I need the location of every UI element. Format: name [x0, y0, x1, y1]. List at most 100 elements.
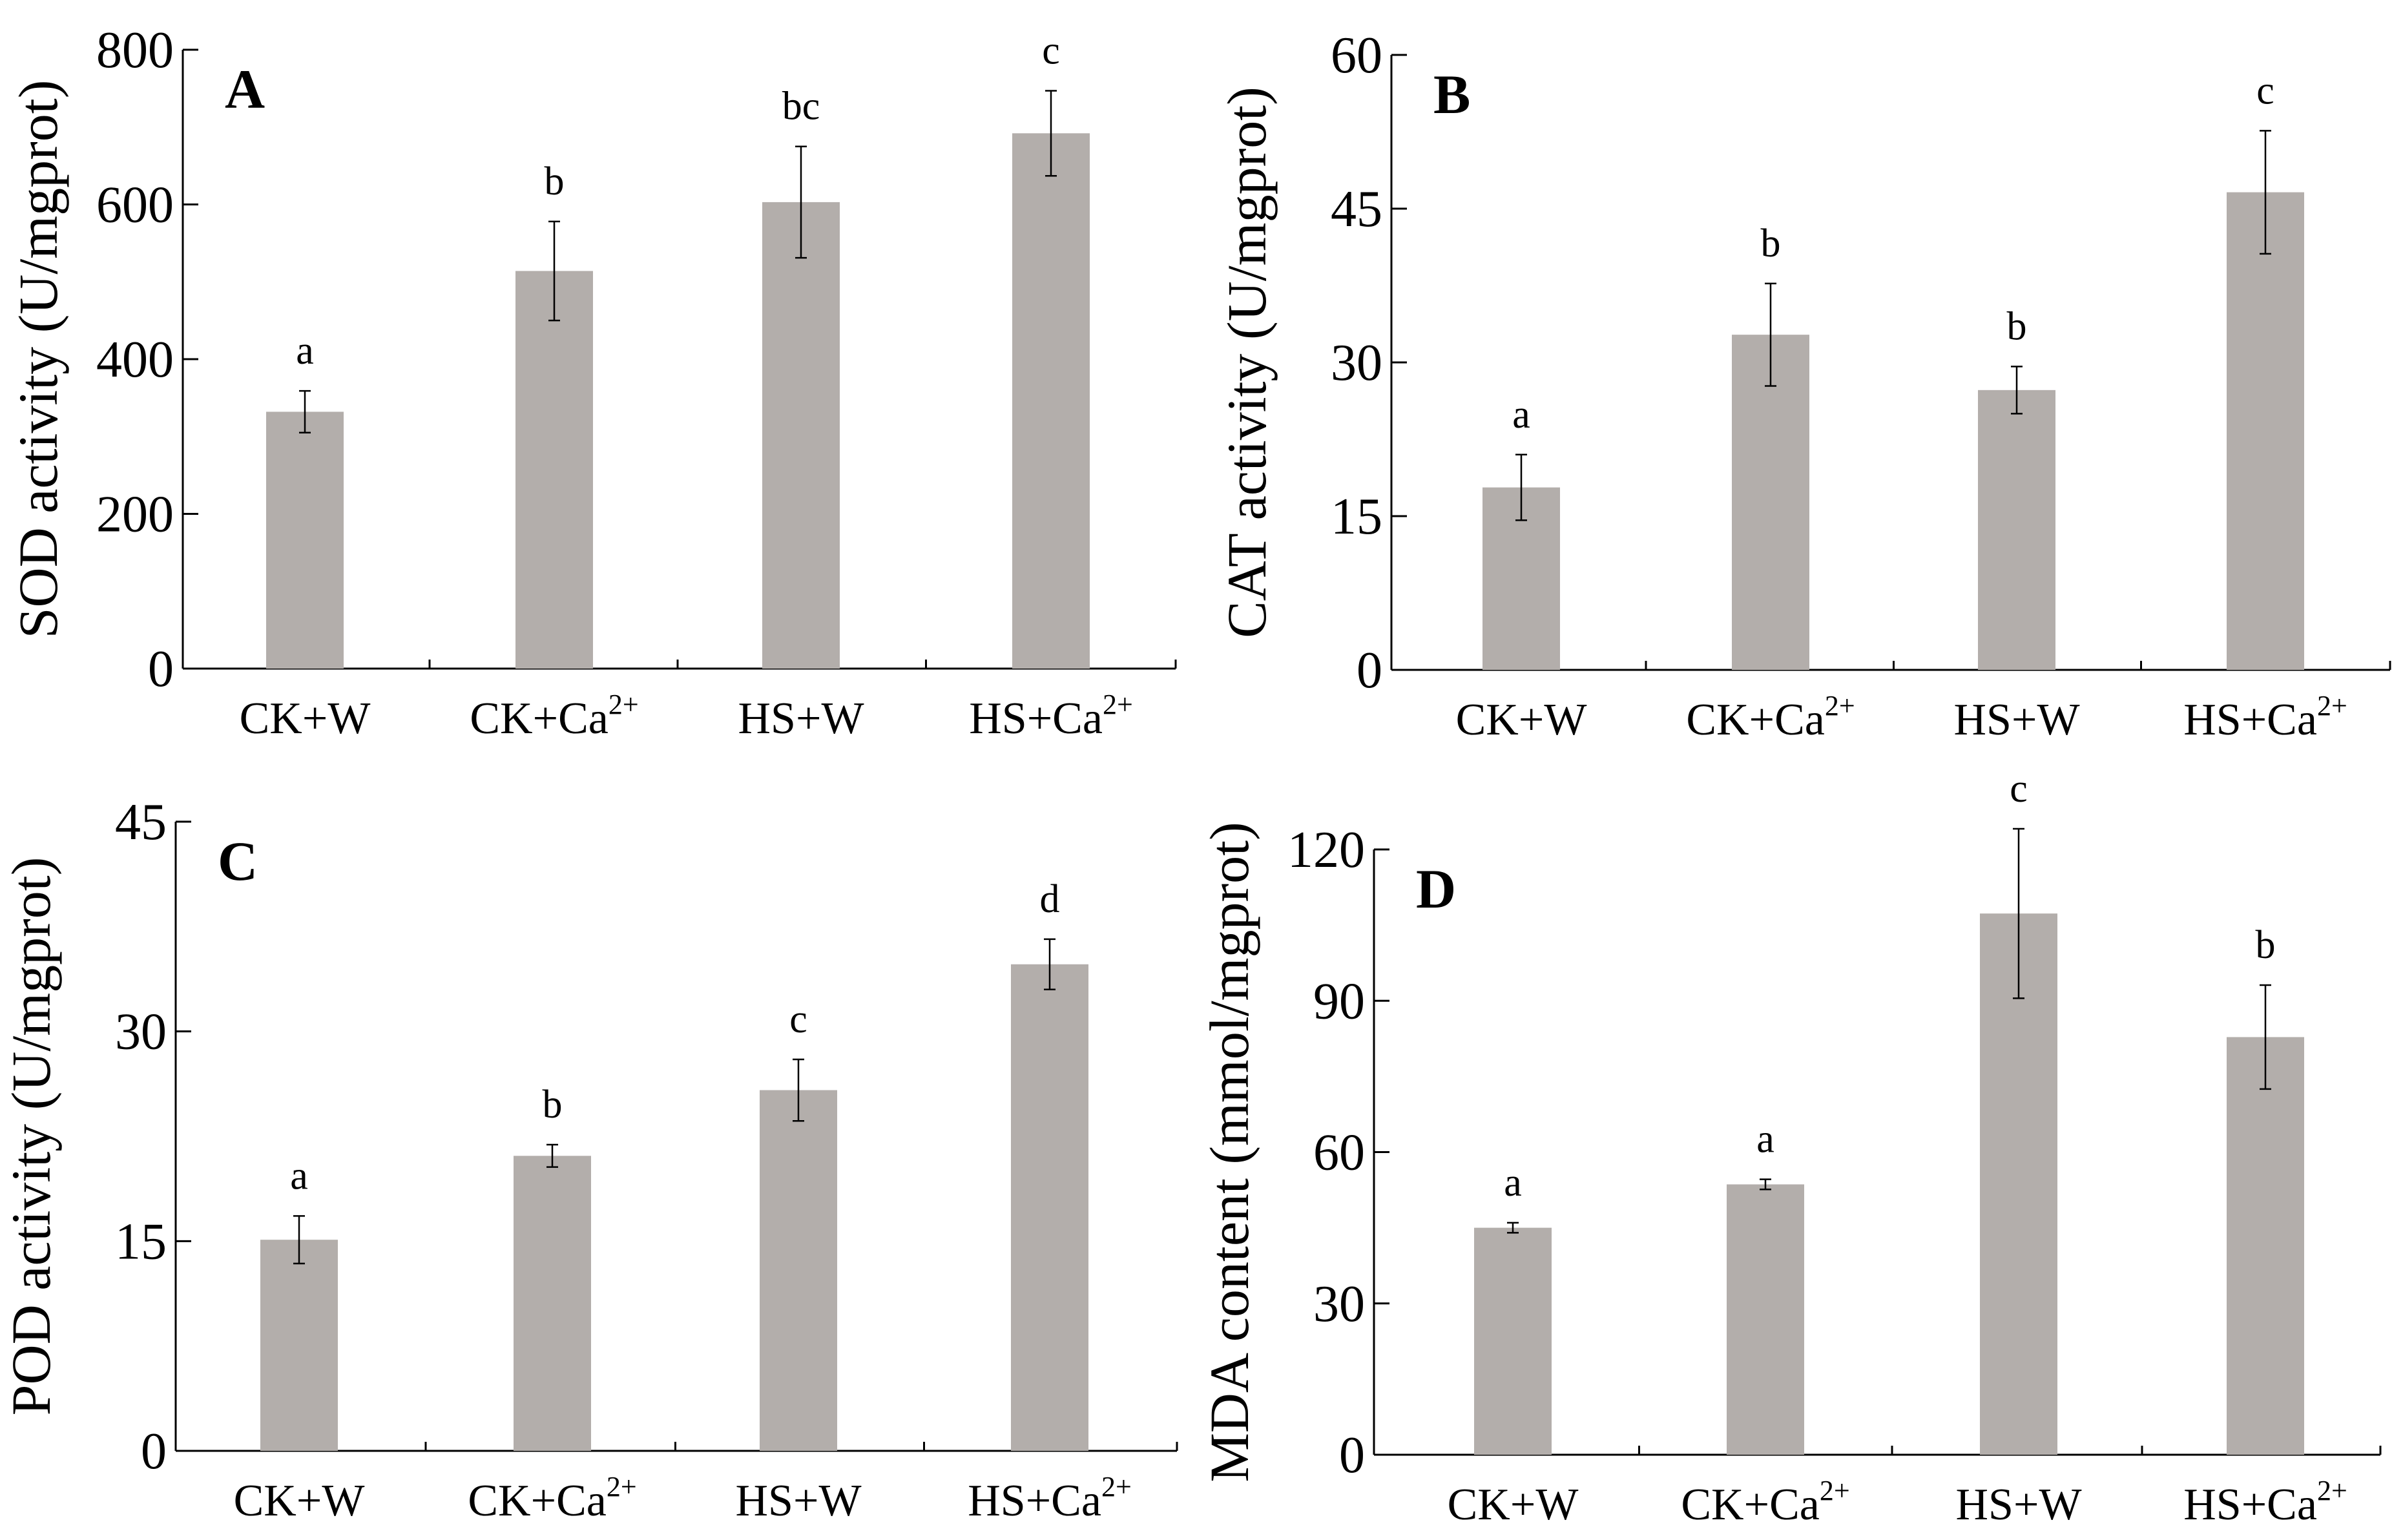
- bar-4: [1011, 964, 1088, 1451]
- y-axis-label: POD activity (U/mgprot): [0, 857, 62, 1416]
- x-tick-label-superscript: 2+: [1103, 689, 1133, 720]
- bar-2: [1732, 335, 1809, 670]
- x-tick-label-text: HS+W: [1955, 1480, 2081, 1530]
- significance-letter: a: [1756, 1118, 1774, 1161]
- x-tick-label: HS+Ca2+: [969, 689, 1133, 744]
- chart-panel-b: 0 15 30 45 60 CAT activity (U/mgprot) Ba CK+W b C…: [1216, 27, 2391, 745]
- y-tick-label: 90: [1313, 973, 1365, 1030]
- y-tick-label: 0: [1357, 642, 1382, 699]
- x-tick-label-text: CK+Ca: [470, 694, 608, 744]
- significance-letter: a: [296, 329, 314, 373]
- x-tick-label-text: CK+Ca: [1686, 695, 1824, 745]
- significance-letter: a: [1512, 393, 1530, 437]
- x-tick-label-text: HS+Ca: [2183, 695, 2317, 745]
- x-tick-label: HS+W: [735, 1476, 861, 1526]
- significance-letter: a: [290, 1154, 308, 1198]
- x-tick-label-text: CK+W: [1448, 1480, 1579, 1530]
- x-tick-label-text: HS+Ca: [968, 1476, 1101, 1526]
- significance-letter: c: [2010, 767, 2028, 811]
- x-tick-label-text: HS+W: [738, 694, 864, 744]
- y-tick-label: 200: [96, 486, 174, 543]
- y-axis-label: CAT activity (U/mgprot): [1216, 87, 1278, 638]
- x-tick-label-text: CK+Ca: [1681, 1480, 1819, 1530]
- x-tick-label: CK+Ca2+: [1681, 1475, 1849, 1530]
- y-tick-label: 600: [96, 177, 174, 234]
- bar-3: [1980, 913, 2057, 1455]
- significance-letter: b: [2256, 923, 2276, 967]
- x-tick-label-text: HS+Ca: [2183, 1480, 2317, 1530]
- bar-1: [266, 411, 344, 669]
- x-tick-label: CK+Ca2+: [470, 689, 638, 744]
- bar-2: [515, 271, 593, 669]
- y-tick-label: 120: [1287, 822, 1365, 879]
- panel-label: C: [218, 830, 258, 892]
- x-tick-label-superscript: 2+: [1101, 1471, 1132, 1503]
- bar-3: [760, 1090, 837, 1451]
- y-tick-label: 45: [115, 794, 167, 851]
- y-tick-label: 45: [1331, 181, 1382, 238]
- x-tick-label: CK+W: [1448, 1480, 1579, 1530]
- y-tick-label: 0: [141, 1423, 167, 1480]
- x-tick-label: HS+Ca2+: [968, 1471, 1132, 1526]
- y-tick-label: 0: [1339, 1427, 1365, 1484]
- significance-letter: c: [1042, 28, 1060, 72]
- x-tick-label: CK+W: [240, 694, 371, 744]
- x-tick-label-superscript: 2+: [2317, 1475, 2347, 1506]
- y-tick-label: 800: [96, 22, 174, 79]
- x-tick-label: CK+Ca2+: [468, 1471, 636, 1526]
- bar-3: [762, 202, 840, 669]
- y-axis-label: SOD activity (U/mgprot): [7, 80, 69, 639]
- y-tick-label: 0: [148, 641, 174, 698]
- significance-letter: d: [1040, 877, 1060, 921]
- significance-letter: b: [543, 1083, 563, 1127]
- bar-4: [1012, 133, 1090, 669]
- chart-panel-c: 0 15 30 45 POD activity (U/mgprot) Ca CK+W b CK+…: [0, 794, 1178, 1526]
- significance-letter: c: [2256, 68, 2274, 112]
- y-tick-label: 400: [96, 331, 174, 388]
- x-tick-label-superscript: 2+: [1825, 690, 1855, 722]
- x-tick-label-text: HS+W: [735, 1476, 861, 1526]
- x-tick-label: CK+Ca2+: [1686, 690, 1855, 745]
- x-tick-label: HS+W: [1955, 1480, 2081, 1530]
- x-tick-label-text: CK+W: [234, 1476, 365, 1526]
- x-tick-label-text: HS+W: [1953, 695, 2079, 745]
- bar-1: [1474, 1227, 1552, 1455]
- x-tick-label-superscript: 2+: [609, 689, 639, 720]
- chart-panel-d: 0 30 60 90 120 MDA content (mmol/mgprot) Da CK+…: [1198, 767, 2382, 1530]
- significance-letter: b: [545, 160, 565, 203]
- bar-2: [1727, 1184, 1804, 1455]
- x-tick-label-text: CK+W: [1456, 695, 1587, 745]
- significance-letter: bc: [782, 85, 820, 129]
- x-tick-label: HS+W: [738, 694, 864, 744]
- x-tick-label-text: HS+Ca: [969, 694, 1103, 744]
- significance-letter: b: [1761, 222, 1781, 265]
- bar-2: [514, 1156, 591, 1451]
- y-tick-label: 60: [1331, 27, 1382, 84]
- significance-letter: a: [1504, 1161, 1522, 1205]
- panel-label: A: [225, 58, 265, 120]
- bar-4: [2227, 1037, 2304, 1455]
- x-tick-label: HS+Ca2+: [2183, 690, 2347, 745]
- x-tick-label-text: CK+W: [240, 694, 371, 744]
- y-tick-label: 30: [1331, 335, 1382, 391]
- x-tick-label: HS+W: [1953, 695, 2079, 745]
- y-tick-label: 15: [115, 1213, 167, 1270]
- panel-label: D: [1416, 858, 1456, 920]
- y-tick-label: 60: [1313, 1125, 1365, 1181]
- y-tick-label: 30: [115, 1004, 167, 1061]
- x-tick-label-superscript: 2+: [1820, 1475, 1850, 1506]
- chart-panel-a: 0 200 400 600 800 SOD activity (U/mgprot) Aa CK…: [7, 22, 1177, 744]
- bar-1: [260, 1240, 338, 1451]
- bar-4: [2227, 192, 2304, 670]
- significance-letter: b: [2007, 304, 2027, 348]
- x-tick-label-superscript: 2+: [607, 1471, 637, 1503]
- bar-3: [1978, 390, 2055, 670]
- x-tick-label: HS+Ca2+: [2183, 1475, 2347, 1530]
- x-tick-label: CK+W: [1456, 695, 1587, 745]
- y-tick-label: 15: [1331, 488, 1382, 545]
- significance-letter: c: [789, 997, 807, 1041]
- x-tick-label: CK+W: [234, 1476, 365, 1526]
- y-axis-label: MDA content (mmol/mgprot): [1198, 822, 1260, 1482]
- panel-label: B: [1433, 63, 1470, 125]
